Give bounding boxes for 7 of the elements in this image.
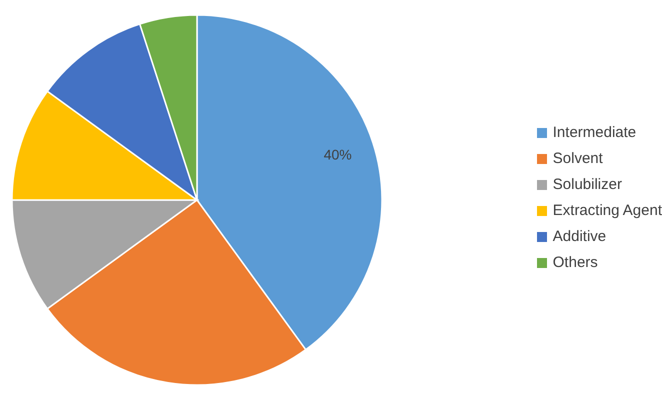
legend-label: Extracting Agent xyxy=(552,201,662,221)
legend-label: Intermediate xyxy=(552,123,636,143)
data-label: 40% xyxy=(324,146,352,162)
legend-label: Others xyxy=(552,253,598,273)
legend-label: Solvent xyxy=(552,149,603,169)
legend-label: Additive xyxy=(552,227,606,247)
legend-label: Solubilizer xyxy=(552,175,622,195)
